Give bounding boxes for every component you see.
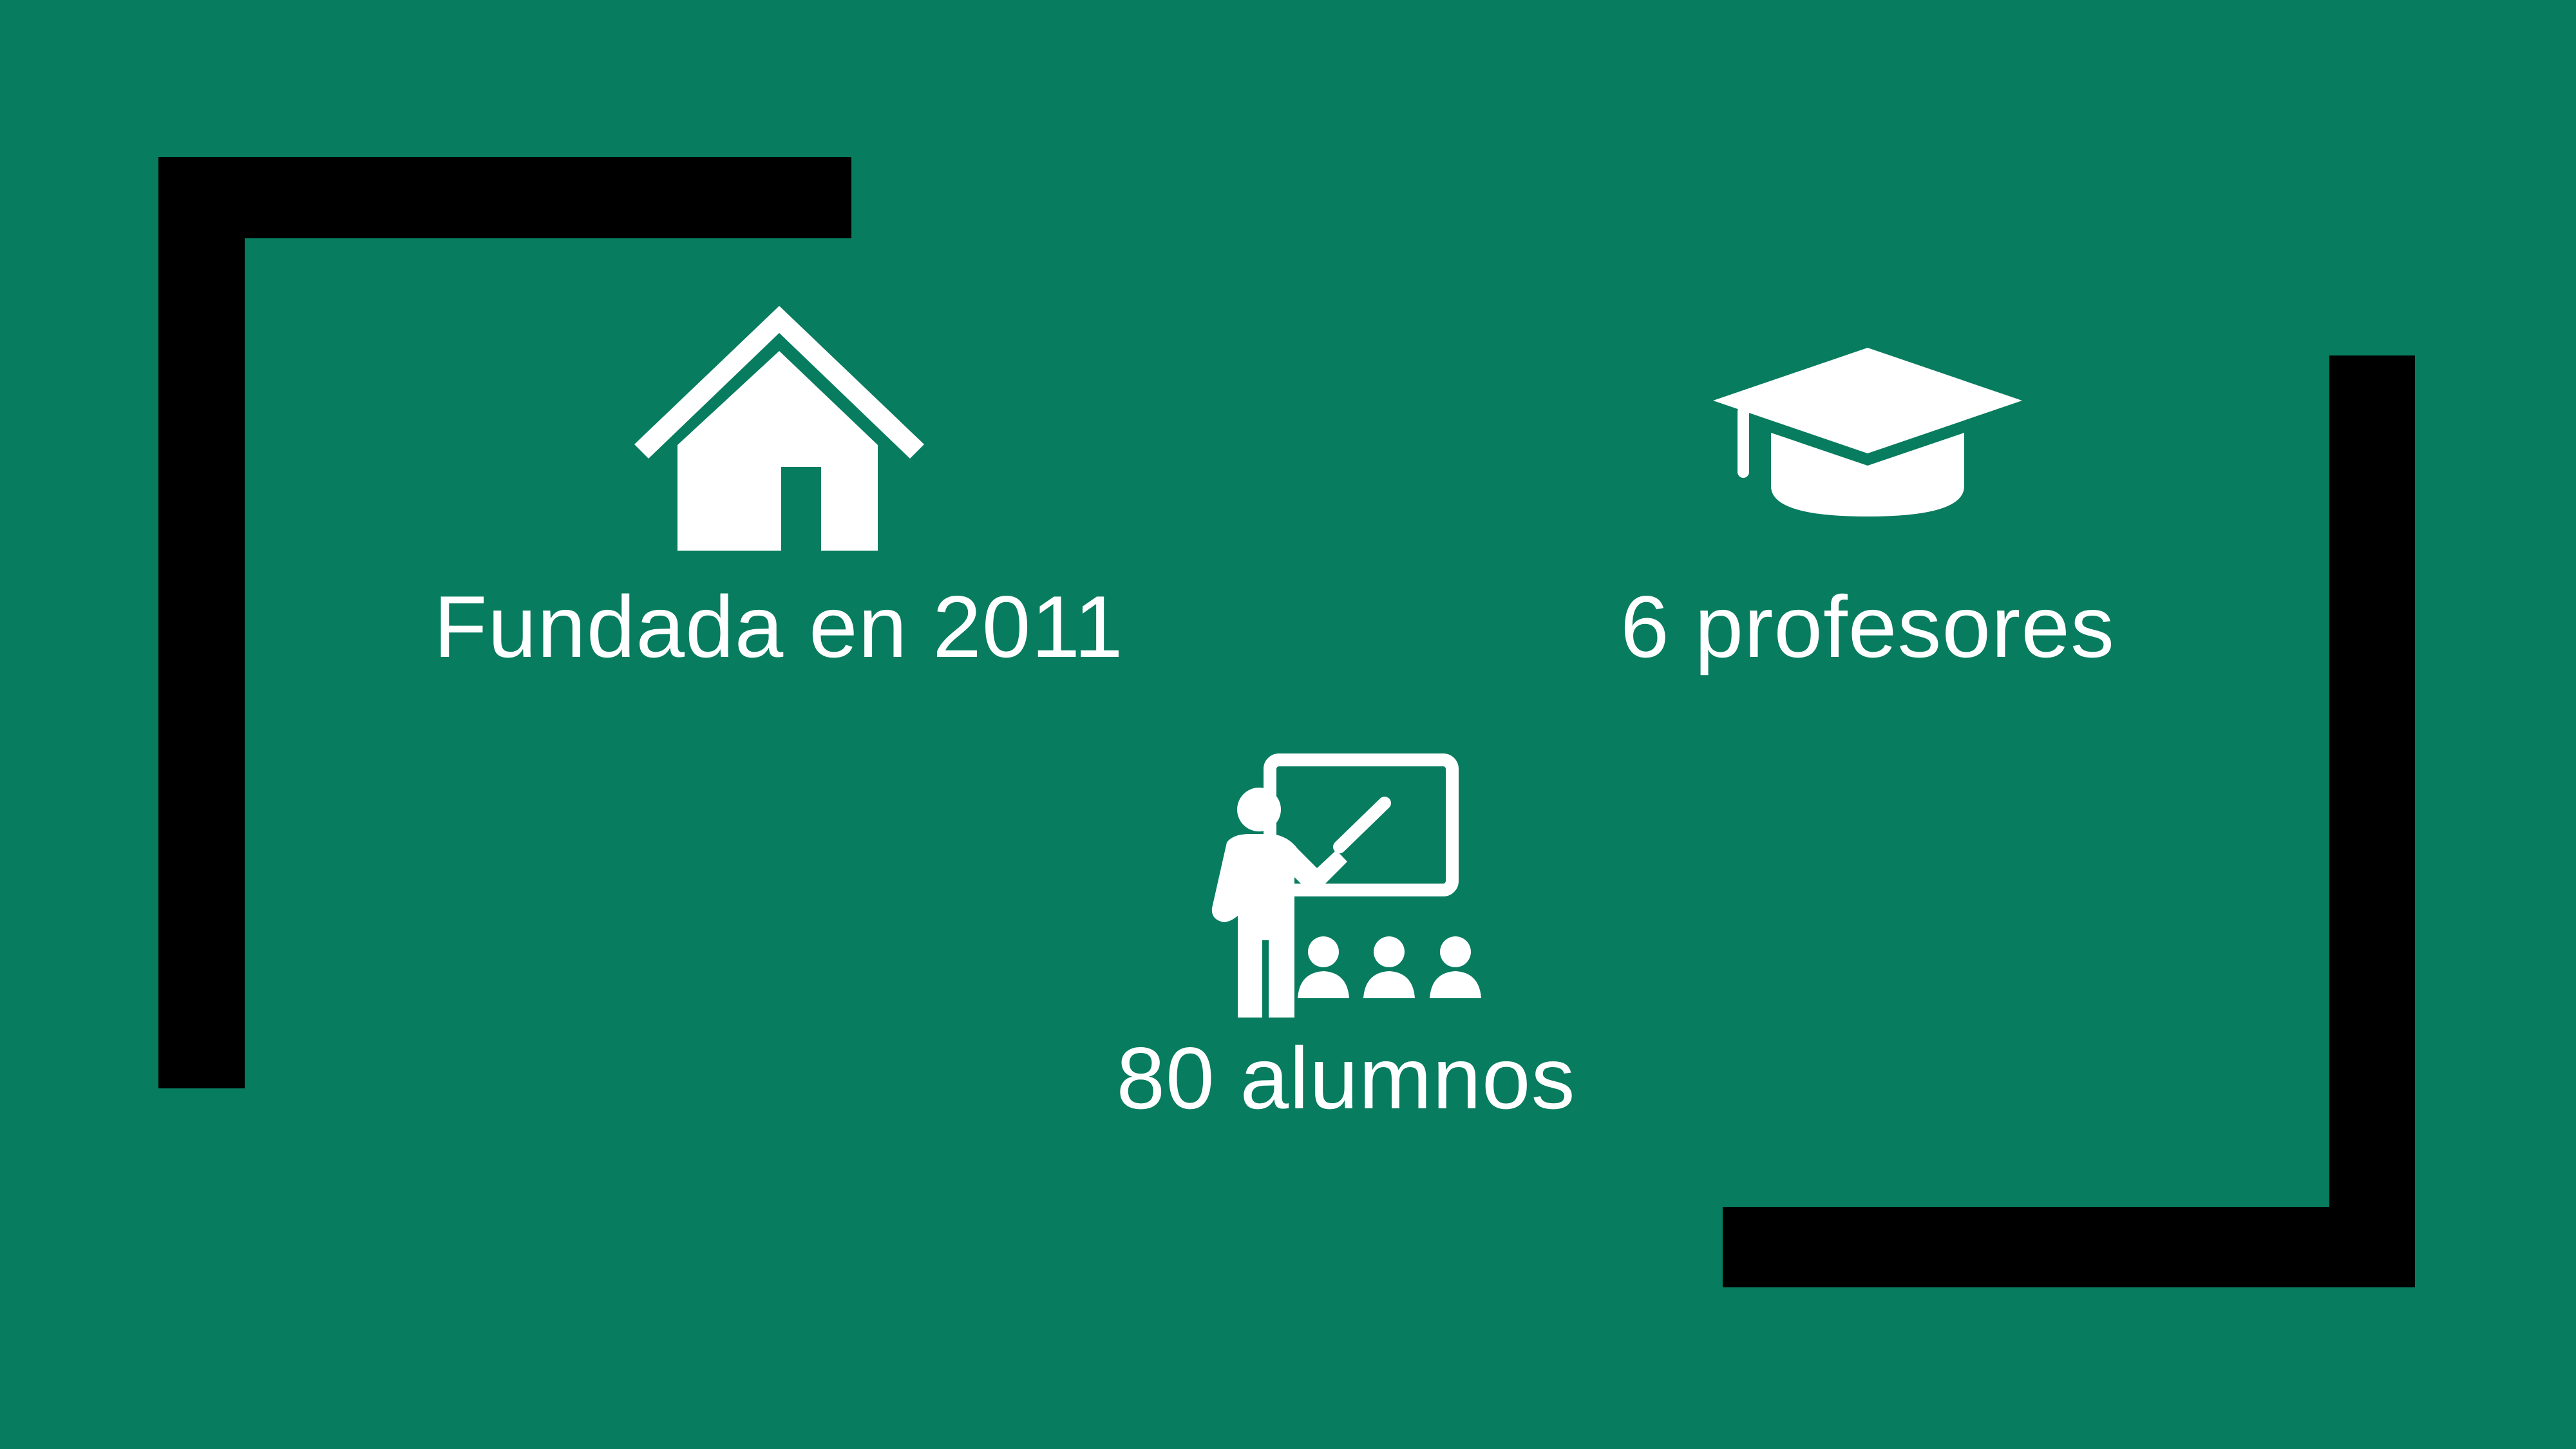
house-icon [634, 306, 924, 551]
teachers-count-label: 6 profesores [1620, 578, 2115, 676]
teacher-classroom-icon [1211, 753, 1481, 1018]
students-count-label: 80 alumnos [1116, 1029, 1576, 1127]
founded-label: Fundada en 2011 [433, 578, 1124, 676]
top-left-bracket-vertical [158, 157, 245, 1088]
bottom-right-bracket-vertical [2329, 355, 2415, 1287]
top-left-bracket-horizontal [158, 157, 851, 238]
graduation-cap-icon [1713, 348, 2022, 516]
bottom-right-bracket-horizontal [1723, 1207, 2415, 1287]
